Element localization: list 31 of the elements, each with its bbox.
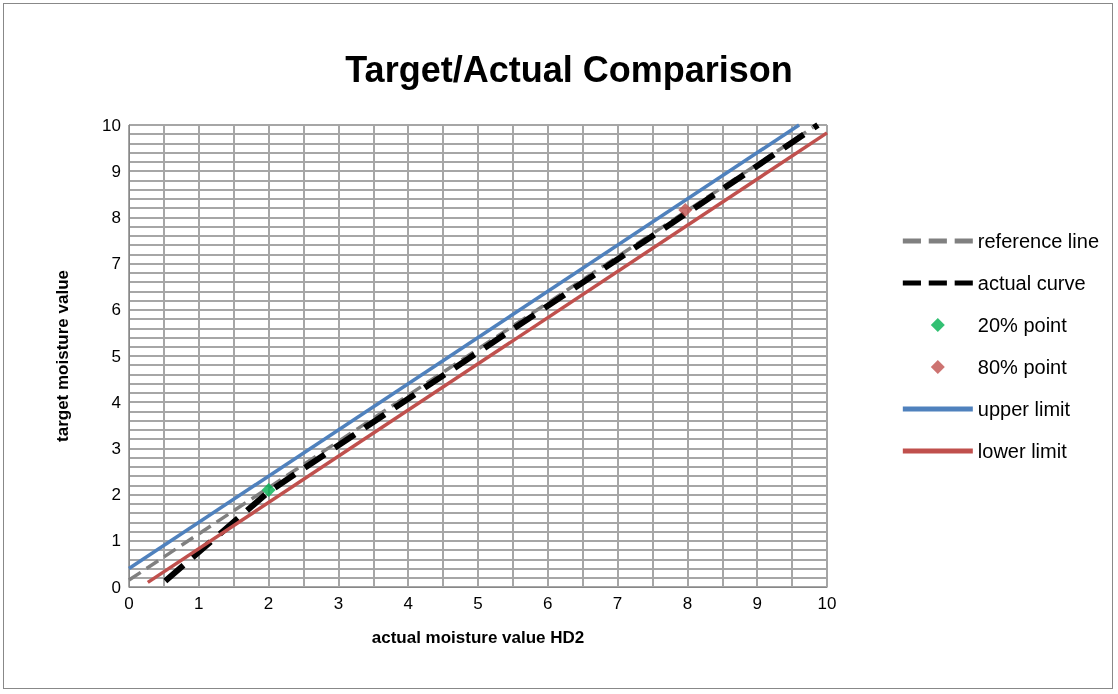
y-tick-label: 1 [111,531,121,551]
y-tick-label: 3 [111,438,121,458]
x-tick-label: 6 [543,594,553,613]
legend-label: reference line [977,230,1100,252]
x-axis-title: actual moisture value HD2 [371,628,585,647]
chart-title: Target/Actual Comparison [345,48,793,90]
y-tick-label: 10 [102,115,121,135]
y-axis-title: target moisture value [53,270,72,442]
y-tick-label: 0 [111,577,121,597]
x-tick-label: 1 [194,594,204,613]
legend-label: upper limit [977,398,1071,420]
y-tick-label: 5 [111,346,121,366]
y-tick-label: 7 [111,254,121,274]
x-tick-label: 5 [473,594,483,613]
x-tick-label: 4 [403,594,413,613]
legend-label: lower limit [977,440,1068,462]
y-tick-label: 9 [111,161,121,181]
y-tick-label: 6 [111,300,121,320]
x-tick-label: 0 [124,594,134,613]
x-tick-label: 3 [333,594,344,613]
legend-label: actual curve [977,272,1086,294]
y-tick-label: 2 [111,485,121,505]
x-tick-label: 7 [612,594,623,613]
x-tick-label: 9 [752,594,762,613]
legend-label: 20% point [977,314,1068,336]
legend-label: 80% point [977,356,1068,378]
y-tick-label: 8 [111,207,121,227]
x-tick-label: 8 [682,594,693,613]
y-tick-label: 4 [111,392,121,412]
x-tick-label: 2 [263,594,274,613]
x-tick-label: 10 [817,594,837,613]
